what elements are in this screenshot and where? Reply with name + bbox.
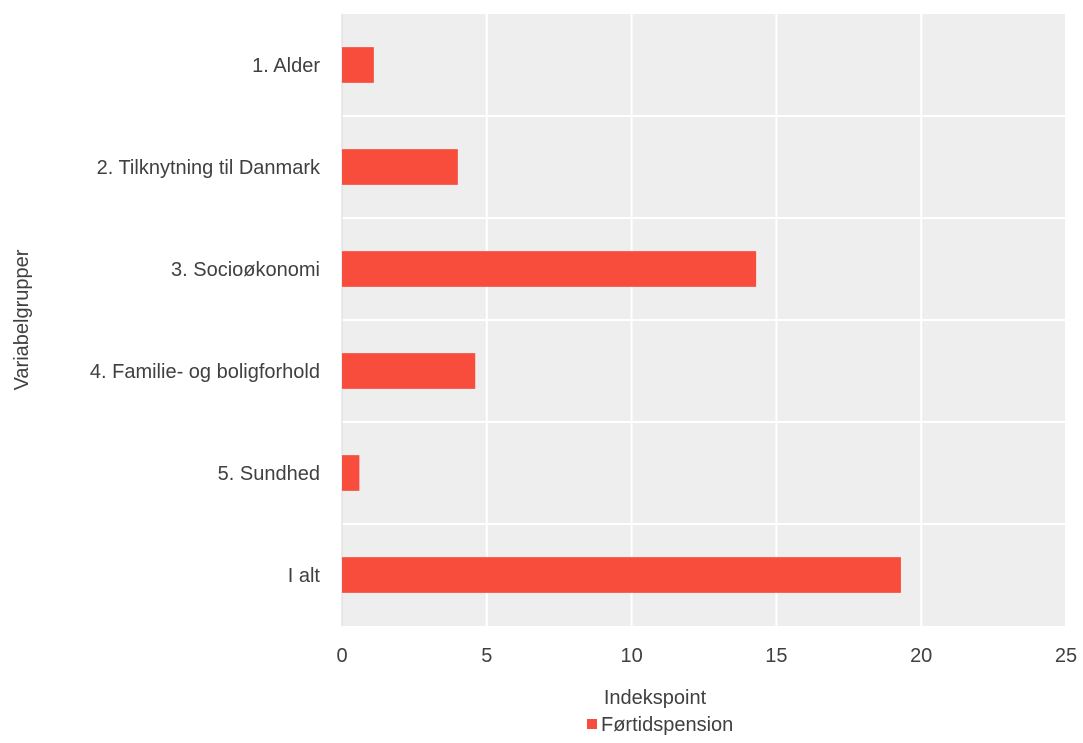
x-tick-label: 0: [336, 645, 347, 667]
category-label: 2. Tilknytning til Danmark: [97, 157, 321, 179]
category-label: 3. Socioøkonomi: [171, 259, 320, 281]
category-label: 4. Familie- og boligforhold: [90, 361, 320, 383]
bar: [342, 47, 374, 83]
bar: [342, 251, 757, 287]
category-labels: 1. Alder 2. Tilknytning til Danmark 3. Soc…: [90, 55, 321, 587]
x-tick-label: 20: [910, 645, 932, 667]
x-tick-label: 15: [765, 645, 787, 667]
x-tick-label: 10: [620, 645, 642, 667]
bar-layer: [342, 47, 901, 593]
bar: [342, 149, 458, 185]
legend: Førtidspension: [587, 714, 733, 736]
y-axis-title: Variabelgrupper: [11, 249, 33, 390]
category-label: 5. Sundhed: [218, 463, 320, 485]
category-label: I alt: [288, 565, 321, 587]
x-tick-label: 5: [481, 645, 492, 667]
category-label: 1. Alder: [252, 55, 320, 77]
legend-swatch: [587, 719, 597, 729]
x-tick-label: 25: [1055, 645, 1077, 667]
bar: [342, 353, 476, 389]
grid-layer: [341, 14, 1067, 626]
x-axis-title: Indekspoint: [604, 687, 707, 709]
bar: [342, 455, 360, 491]
legend-label: Førtidspension: [601, 714, 733, 736]
x-tick-labels: 0 5 10 15 20 25: [336, 645, 1077, 667]
bar: [342, 557, 901, 593]
